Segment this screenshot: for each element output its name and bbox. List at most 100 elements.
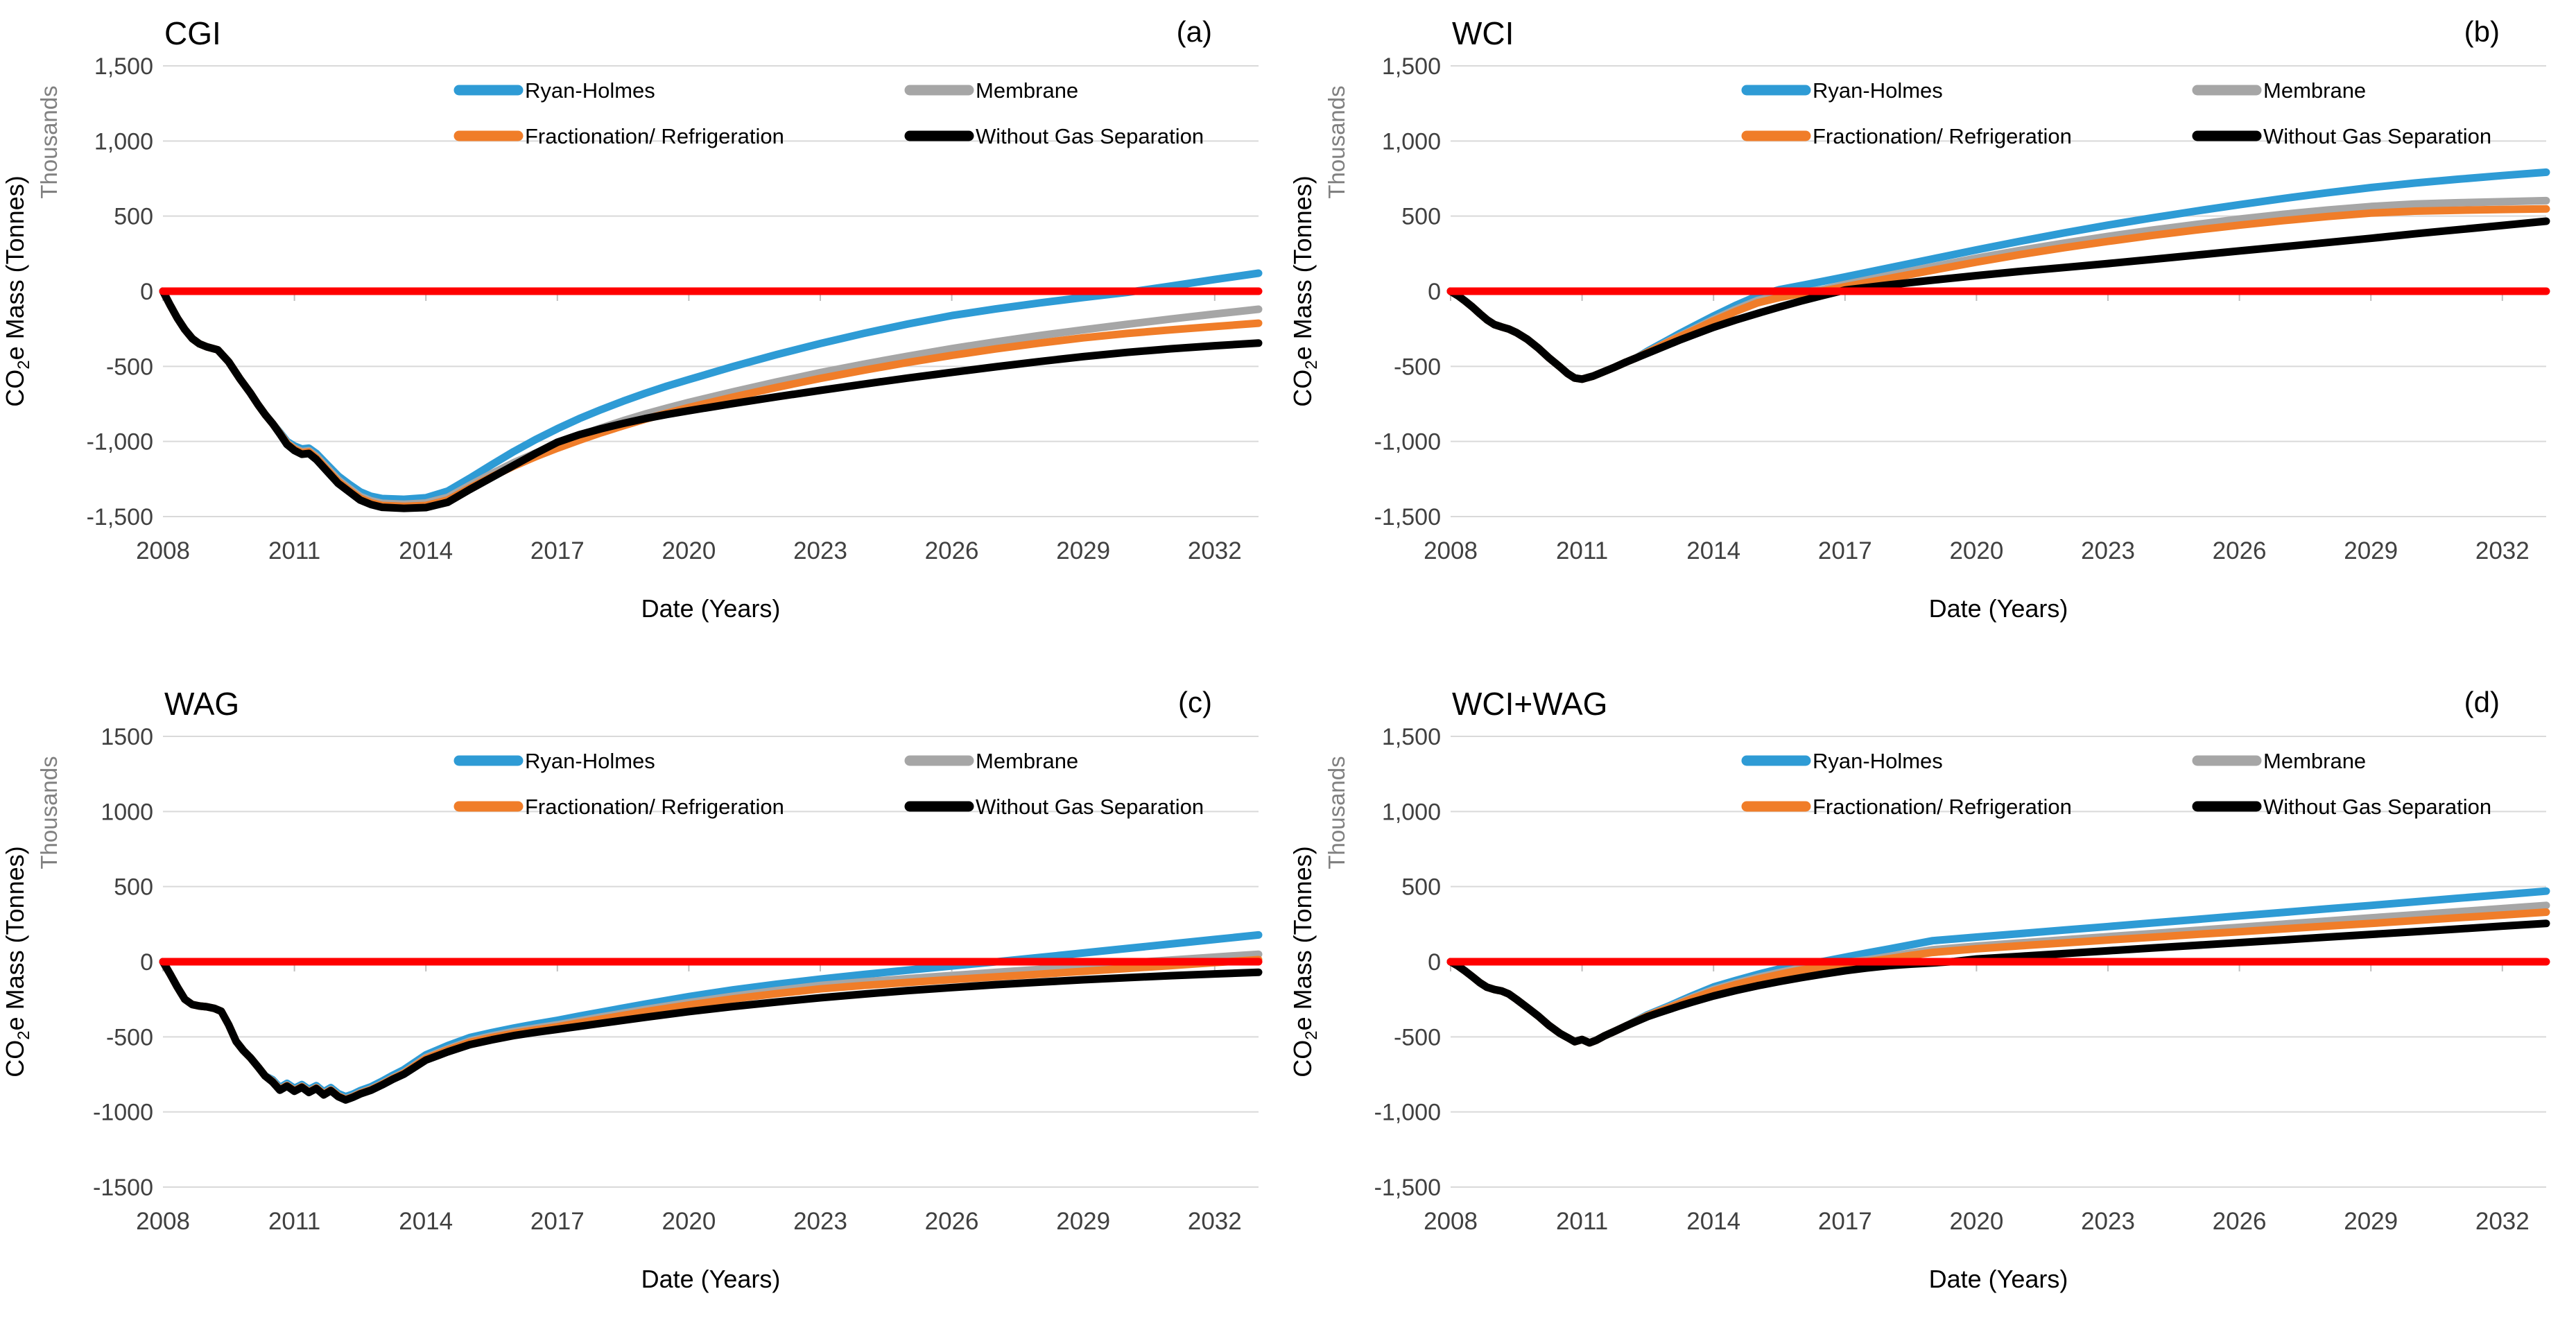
x-tick-label: 2017	[1818, 1208, 1872, 1235]
y-tick-label: -1500	[93, 1175, 153, 1201]
y-tick-label: -500	[1394, 1024, 1441, 1050]
x-tick-label: 2020	[1949, 1208, 2003, 1235]
x-tick-label: 2029	[1056, 537, 1110, 564]
plot-area: 1,500 1,000 500 0 -500 -1,000 -1,500 2008 2011 20…	[87, 53, 1263, 564]
x-tick-label: 2011	[1556, 1208, 1608, 1235]
y-axis-title: CO2e Mass (Tonnes)	[1288, 846, 1321, 1077]
y-tick-label: 500	[114, 874, 153, 901]
y-tick-label: 1,000	[1382, 799, 1441, 825]
series-line-without-gas-separation	[159, 958, 1263, 1104]
y-tick-label: 1,000	[94, 128, 153, 155]
legend-label-without-gas-separation: Without Gas Separation	[2263, 795, 2491, 819]
y-tick-label: 0	[140, 279, 153, 305]
y-tick-label: 500	[114, 204, 153, 230]
y-axis-title: CO2e Mass (Tonnes)	[1, 175, 33, 406]
y-tick-label: -500	[1394, 354, 1441, 380]
y-tick-label: 1000	[101, 799, 153, 825]
x-tick-label: 2011	[268, 537, 320, 564]
y-axis-unit-label: Thousands	[36, 85, 62, 198]
panel-letter: (d)	[2464, 686, 2500, 718]
chart-panel-wag: 1500 1000 500 0 -500 -1000 -1500 2008 2011 2014 20…	[0, 648, 1288, 1341]
plot-area: 1500 1000 500 0 -500 -1000 -1500 2008 2011 2014 20…	[93, 724, 1263, 1235]
x-tick-label: 2029	[2344, 537, 2398, 564]
y-tick-label: 0	[1428, 279, 1441, 305]
legend-label-membrane: Membrane	[2263, 749, 2366, 773]
y-axis-unit-label: Thousands	[1324, 756, 1349, 869]
x-tick-label: 2008	[136, 1208, 190, 1235]
y-tick-label: 500	[1401, 874, 1441, 901]
panel-letter: (a)	[1177, 15, 1212, 48]
y-tick-label: -500	[106, 1024, 153, 1050]
y-tick-label: -1,500	[1374, 504, 1441, 530]
x-tick-label: 2017	[530, 1208, 585, 1235]
x-tick-label: 2032	[1188, 1208, 1242, 1235]
series-line-without-gas-separation	[1446, 217, 2550, 383]
legend-label-fractionation-refrigeration: Fractionation/ Refrigeration	[525, 795, 784, 819]
plot-area: 1,500 1,000 500 0 -500 -1,000 -1,500 2008 2011 20…	[1374, 53, 2550, 564]
x-tick-label: 2032	[2475, 537, 2530, 564]
legend-label-without-gas-separation: Without Gas Separation	[976, 124, 1204, 148]
x-tick-label: 2023	[793, 537, 847, 564]
x-tick-label: 2011	[1556, 537, 1608, 564]
y-tick-label: 1,000	[1382, 128, 1441, 155]
x-axis-title: Date (Years)	[641, 594, 781, 623]
x-tick-label: 2008	[1424, 1208, 1478, 1235]
x-tick-label: 2026	[925, 537, 979, 564]
y-tick-label: -1,000	[1374, 1100, 1441, 1126]
y-tick-label: 1,500	[94, 53, 153, 80]
x-tick-label: 2029	[1056, 1208, 1110, 1235]
y-tick-label: -1,500	[87, 504, 153, 530]
y-tick-label: -500	[106, 354, 153, 380]
x-axis-title: Date (Years)	[1929, 594, 2068, 623]
y-tick-label: -1,000	[87, 429, 153, 456]
legend-label-membrane: Membrane	[2263, 78, 2366, 103]
x-tick-label: 2026	[2213, 1208, 2267, 1235]
x-tick-label: 2032	[1188, 537, 1242, 564]
chart-svg-wag: 1500 1000 500 0 -500 -1000 -1500 2008 2011 2014 20…	[1, 686, 1263, 1293]
x-tick-label: 2008	[1424, 537, 1478, 564]
panel-letter: (c)	[1178, 686, 1212, 718]
x-tick-label: 2014	[399, 537, 453, 564]
x-axis-title: Date (Years)	[1929, 1265, 2068, 1293]
chart-svg-wci-wag: 1,500 1,000 500 0 -500 -1,000 -1,500 2008 2011 20…	[1288, 686, 2550, 1293]
chart-svg-cgi: 1,500 1,000 500 0 -500 -1,000 -1,500 2008 2011 20…	[1, 15, 1263, 623]
x-tick-label: 2017	[1818, 537, 1872, 564]
x-tick-label: 2011	[268, 1208, 320, 1235]
legend-label-membrane: Membrane	[976, 749, 1078, 773]
x-tick-label: 2023	[2081, 537, 2135, 564]
chart-title: WAG	[164, 686, 239, 722]
x-tick-label: 2020	[1949, 537, 2003, 564]
legend-label-ryan-holmes: Ryan-Holmes	[1813, 78, 1943, 103]
legend-label-ryan-holmes: Ryan-Holmes	[525, 749, 655, 773]
legend-label-without-gas-separation: Without Gas Separation	[976, 795, 1204, 819]
legend-label-without-gas-separation: Without Gas Separation	[2263, 124, 2491, 148]
chart-panel-cgi: 1,500 1,000 500 0 -500 -1,000 -1,500 2008 2011 20…	[0, 0, 1288, 648]
y-tick-label: 0	[1428, 949, 1441, 976]
x-tick-label: 2014	[1686, 537, 1740, 564]
legend-label-fractionation-refrigeration: Fractionation/ Refrigeration	[1813, 795, 2072, 819]
series-line-without-gas-separation	[1446, 919, 2550, 1047]
legend-label-ryan-holmes: Ryan-Holmes	[1813, 749, 1943, 773]
x-tick-label: 2032	[2475, 1208, 2530, 1235]
x-tick-label: 2029	[2344, 1208, 2398, 1235]
legend-label-fractionation-refrigeration: Fractionation/ Refrigeration	[525, 124, 784, 148]
legend-label-ryan-holmes: Ryan-Holmes	[525, 78, 655, 103]
y-axis-title: CO2e Mass (Tonnes)	[1, 846, 33, 1077]
y-tick-label: -1000	[93, 1100, 153, 1126]
y-tick-label: 1,500	[1382, 724, 1441, 750]
chart-panel-wci: 1,500 1,000 500 0 -500 -1,000 -1,500 2008 2011 20…	[1288, 0, 2576, 648]
plot-area: 1,500 1,000 500 0 -500 -1,000 -1,500 2008 2011 20…	[1374, 724, 2550, 1235]
x-tick-label: 2008	[136, 537, 190, 564]
y-tick-label: 500	[1401, 204, 1441, 230]
y-tick-label: -1,500	[1374, 1175, 1441, 1201]
y-tick-label: 1,500	[1382, 53, 1441, 80]
chart-title: CGI	[164, 15, 221, 51]
y-tick-label: 1500	[101, 724, 153, 750]
x-tick-label: 2023	[2081, 1208, 2135, 1235]
x-tick-label: 2020	[662, 537, 716, 564]
x-tick-label: 2020	[662, 1208, 716, 1235]
x-tick-label: 2026	[925, 1208, 979, 1235]
x-tick-label: 2017	[530, 537, 585, 564]
legend-label-fractionation-refrigeration: Fractionation/ Refrigeration	[1813, 124, 2072, 148]
